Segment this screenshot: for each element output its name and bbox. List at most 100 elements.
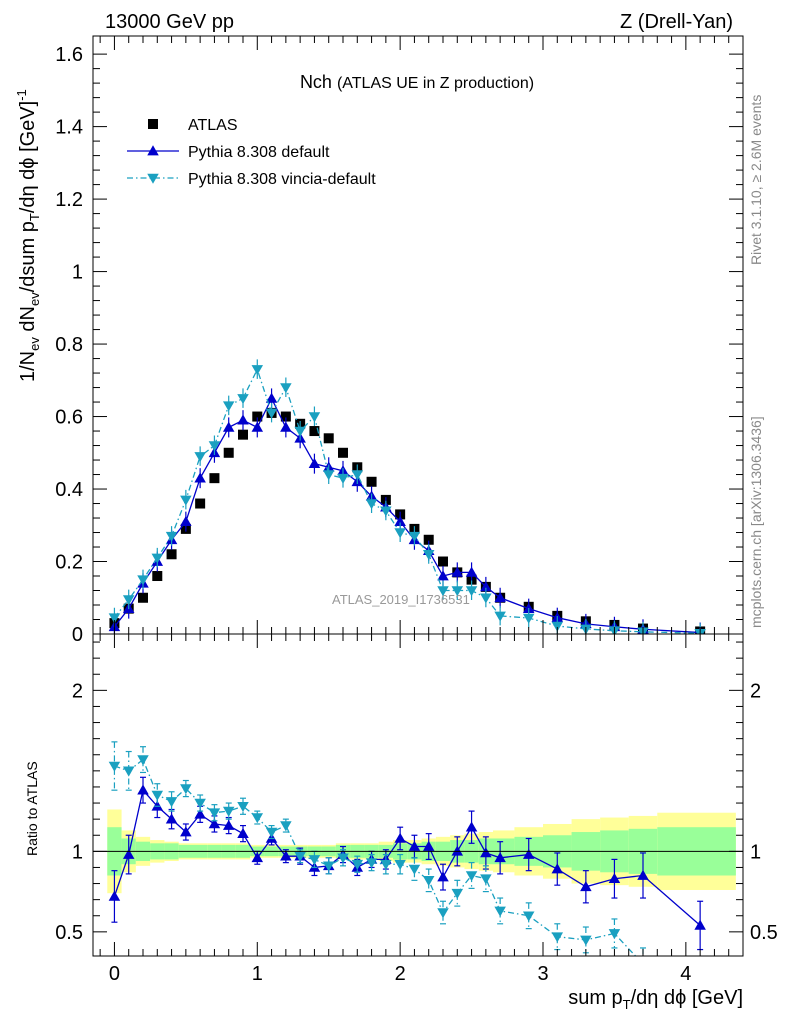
mc-data-point [165,531,178,542]
legend-marker [147,145,159,156]
mc-data-point [480,593,492,604]
mc-data-point [251,365,264,376]
mc-data-point [351,470,364,481]
ratio-data-point [165,797,178,808]
chart-title-line: Nch (ATLAS UE in Z production) [300,72,534,92]
mc-data-point [337,473,349,484]
ratio-data-point [222,819,235,830]
ratio-data-point [208,818,221,829]
mc-data-point [522,613,535,624]
ratio-data-point [694,976,706,986]
ratio-data-point [165,813,178,824]
ratio-data-point [437,908,449,919]
ratio-data-point [465,871,478,882]
ratio-data-point [208,808,221,819]
main-y-tick-label: 0.2 [55,552,83,574]
mc-data-point [180,515,192,526]
ratio-series-line [114,758,637,956]
mc-data-point [394,515,406,526]
mc-data-point [422,549,435,561]
main-y-tick-label: 1.4 [55,117,83,139]
main-y-tick-label: 0 [72,624,83,646]
mc-data-point [437,570,449,581]
atlas-data-point [209,473,220,484]
mc-data-point [237,394,249,405]
rivet-label: Rivet 3.1.10, ≥ 2.6M events [748,95,764,265]
main-y-tick-label: 0.8 [55,334,83,356]
mc-data-point [408,531,421,542]
x-axis-label: sum pT/dη dϕ [GeV] [568,987,743,1012]
ratio-data-point [451,845,464,856]
ratio-data-point [551,932,564,943]
x-tick-label: 3 [537,963,548,985]
mc-data-point [194,472,206,483]
ratio-y-tick-label-right: 0.5 [750,922,778,944]
ratio-data-point [380,859,392,870]
main-y-tick-label: 1 [72,262,83,284]
ratio-data-point [580,935,592,946]
atlas-data-point [166,549,177,560]
mc-data-point [151,553,164,564]
atlas-data-point [338,447,348,458]
atlas-data-point [138,592,148,603]
ratio-data-point [308,855,321,866]
atlas-data-point [238,429,248,440]
ratio-data-point [222,806,235,817]
mc-data-point [480,581,492,592]
ratio-data-point [122,848,135,859]
ratio-data-point [408,840,421,851]
ratio-data-point [522,911,535,922]
mc-data-point [494,611,506,622]
ratio-data-point [251,813,264,824]
mc-data-point [437,586,449,597]
ratio-data-point [180,826,192,837]
atlas-data-point [252,411,263,422]
ratio-data-point [465,821,478,832]
mc-data-point [308,412,321,423]
atlas-data-point [309,426,320,437]
mc-data-point [222,401,235,412]
ratio-data-point [265,827,278,838]
ratio-data-point [180,784,192,795]
ratio-data-point [151,790,164,801]
main-y-tick-label: 0.6 [55,407,83,429]
mc-data-point [465,566,478,577]
ratio-data-point [337,853,349,864]
ratio-data-point [522,848,535,859]
ratio-y-tick-label: 0.5 [55,922,83,944]
mc-data-point [465,586,478,597]
ratio-data-point [294,851,306,862]
chart-title: Nch [300,72,332,92]
ratio-y-tick-label-right: 2 [750,680,761,702]
ratio-data-point [237,801,249,813]
header-left: 13000 GeV pp [105,11,234,33]
ratio-y-tick-label: 2 [72,680,83,702]
ratio-y-tick-label-right: 1 [750,841,761,863]
mc-data-point [451,586,464,597]
main-y-tick-label: 1.6 [55,44,83,66]
mc-data-point [551,621,564,632]
axis-tick-labels: 0 1 2 3 4 0 0.2 0.4 0.6 0.8 1 1.2 1.4 1.6 0.5 0.5 1 1 2 2 [55,44,778,985]
ratio-data-point [122,766,135,777]
ratio-data-point [280,850,292,861]
mc-data-point [322,470,335,481]
legend-label: Pythia 8.308 vincia-default [188,171,376,188]
ratio-series-layer [108,741,706,986]
ratio-data-point [251,852,264,863]
x-tick-label: 1 [252,963,263,985]
mc-data-point [380,506,392,517]
mc-data-point [208,441,221,452]
ratio-data-point [637,960,649,970]
mc-data-point [237,414,249,425]
atlas-data-point [152,571,163,582]
mc-data-point [194,452,206,463]
mc-data-point [122,595,135,606]
legend-label: Pythia 8.308 default [188,144,330,161]
atlas-data-point [195,498,206,509]
legend: ATLAS Pythia 8.308 default Pythia 8.308 vi… [127,117,376,188]
mc-data-point [365,499,378,510]
atlas-data-point [280,411,291,422]
ratio-data-point [322,861,335,872]
axis-ticks [93,36,743,956]
